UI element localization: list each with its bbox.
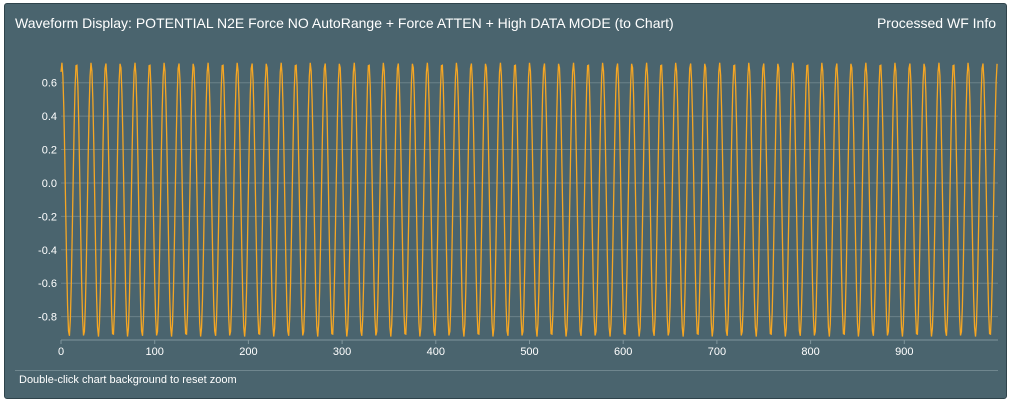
x-tick-label: 900 [895,346,913,358]
waveform-chart[interactable]: 0.6 0.4 0.2 0.0 -0.2 -0.4 -0.6 -0.8 0 100 200 300 40… [5,4,1008,400]
footer-divider [15,370,998,371]
y-tick-label: -0.8 [38,312,57,324]
y-tick-label: 0.6 [42,78,57,90]
reset-zoom-hint: Double-click chart background to reset z… [19,374,237,386]
chart-series-layer [60,62,998,337]
x-tick-label: 700 [708,346,726,358]
x-tick-label: 500 [520,346,538,358]
waveform-panel: Waveform Display: POTENTIAL N2E Force NO… [4,3,1007,399]
panel-title: Waveform Display: POTENTIAL N2E Force NO… [15,15,674,31]
y-tick-label: 0.0 [42,178,57,190]
chart-tick-labels: 0.6 0.4 0.2 0.0 -0.2 -0.4 -0.6 -0.8 0 100 200 300 40… [38,78,913,358]
x-tick-label: 300 [333,346,351,358]
x-tick-label: 0 [58,346,64,358]
x-tick-label: 200 [239,346,257,358]
processed-wf-info-link[interactable]: Processed WF Info [876,15,996,31]
y-tick-label: -0.4 [38,245,57,257]
chart-axes [60,339,998,344]
x-tick-label: 800 [801,346,819,358]
x-tick-label: 100 [146,346,164,358]
y-tick-label: -0.6 [38,278,57,290]
y-tick-label: -0.2 [38,211,57,223]
y-tick-label: 0.2 [42,145,57,157]
waveform-series-line [60,62,998,337]
panel-header: Waveform Display: POTENTIAL N2E Force NO… [5,4,1006,42]
y-tick-label: 0.4 [42,111,57,123]
chart-grid [61,82,998,318]
x-tick-label: 400 [427,346,445,358]
x-tick-label: 600 [614,346,632,358]
